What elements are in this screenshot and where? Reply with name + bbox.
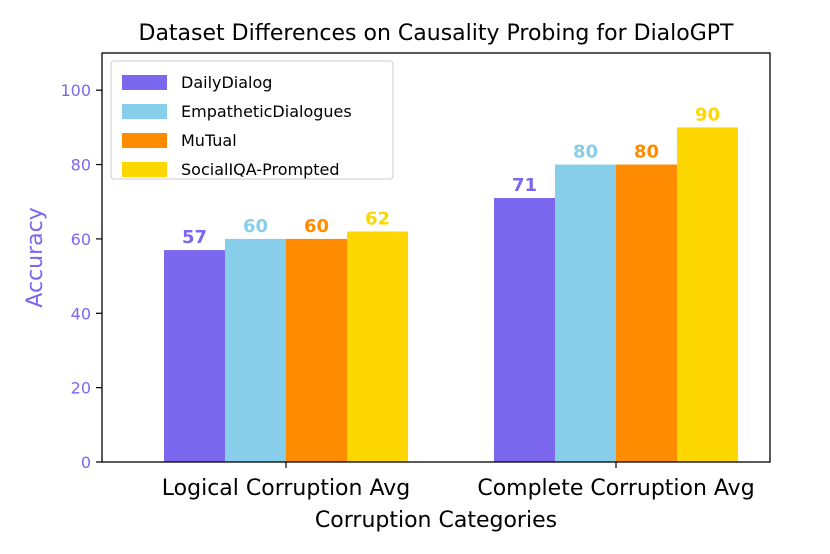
x-tick-label-1: Complete Corruption Avg xyxy=(477,476,754,501)
bar-2-0 xyxy=(286,238,347,462)
legend-label-2: MuTual xyxy=(181,131,237,150)
x-tick-label-0: Logical Corruption Avg xyxy=(162,476,410,501)
legend: DailyDialog EmpatheticDialogues MuTual Soci… xyxy=(110,60,394,180)
data-label-1-0: 60 xyxy=(243,216,268,237)
y-axis: 0 20 40 60 80 100 xyxy=(60,81,102,472)
data-label-1-1: 80 xyxy=(573,142,598,163)
bar-1-1 xyxy=(555,164,616,462)
bar-0-0 xyxy=(164,250,225,462)
bar-3-1 xyxy=(677,127,738,462)
x-axis-label: Corruption Categories xyxy=(315,508,557,533)
y-tick-label-5: 100 xyxy=(60,81,91,100)
legend-swatch-2 xyxy=(122,133,167,148)
plot-area: 57 71 60 80 60 80 62 90 xyxy=(101,52,771,463)
data-label-3-0: 62 xyxy=(365,208,390,229)
data-label-2-1: 80 xyxy=(634,142,659,163)
chart-title: Dataset Differences on Causality Probing… xyxy=(139,21,735,46)
data-label-0-1: 71 xyxy=(512,175,537,196)
legend-swatch-3 xyxy=(122,162,167,177)
y-tick-label-4: 80 xyxy=(71,156,91,175)
bar-2-1 xyxy=(616,164,677,462)
bar-1-0 xyxy=(225,238,286,462)
y-tick-label-0: 0 xyxy=(81,453,91,472)
legend-swatch-0 xyxy=(122,75,167,90)
bar-3-0 xyxy=(347,231,408,462)
y-tick-label-1: 20 xyxy=(71,379,91,398)
legend-label-0: DailyDialog xyxy=(181,73,272,92)
data-label-3-1: 90 xyxy=(695,104,720,125)
legend-swatch-1 xyxy=(122,104,167,119)
y-axis-label: Accuracy xyxy=(23,207,48,307)
y-tick-label-3: 60 xyxy=(71,230,91,249)
data-label-0-0: 57 xyxy=(182,227,207,248)
legend-label-1: EmpatheticDialogues xyxy=(181,102,352,121)
x-axis: Logical Corruption Avg Complete Corruptio… xyxy=(162,462,755,501)
plot-frame xyxy=(101,52,771,463)
y-tick-label-2: 40 xyxy=(71,304,91,323)
bar-0-1 xyxy=(494,198,555,462)
legend-label-3: SocialIQA-Prompted xyxy=(181,160,340,179)
data-label-2-0: 60 xyxy=(304,216,329,237)
legend-box xyxy=(110,60,394,180)
